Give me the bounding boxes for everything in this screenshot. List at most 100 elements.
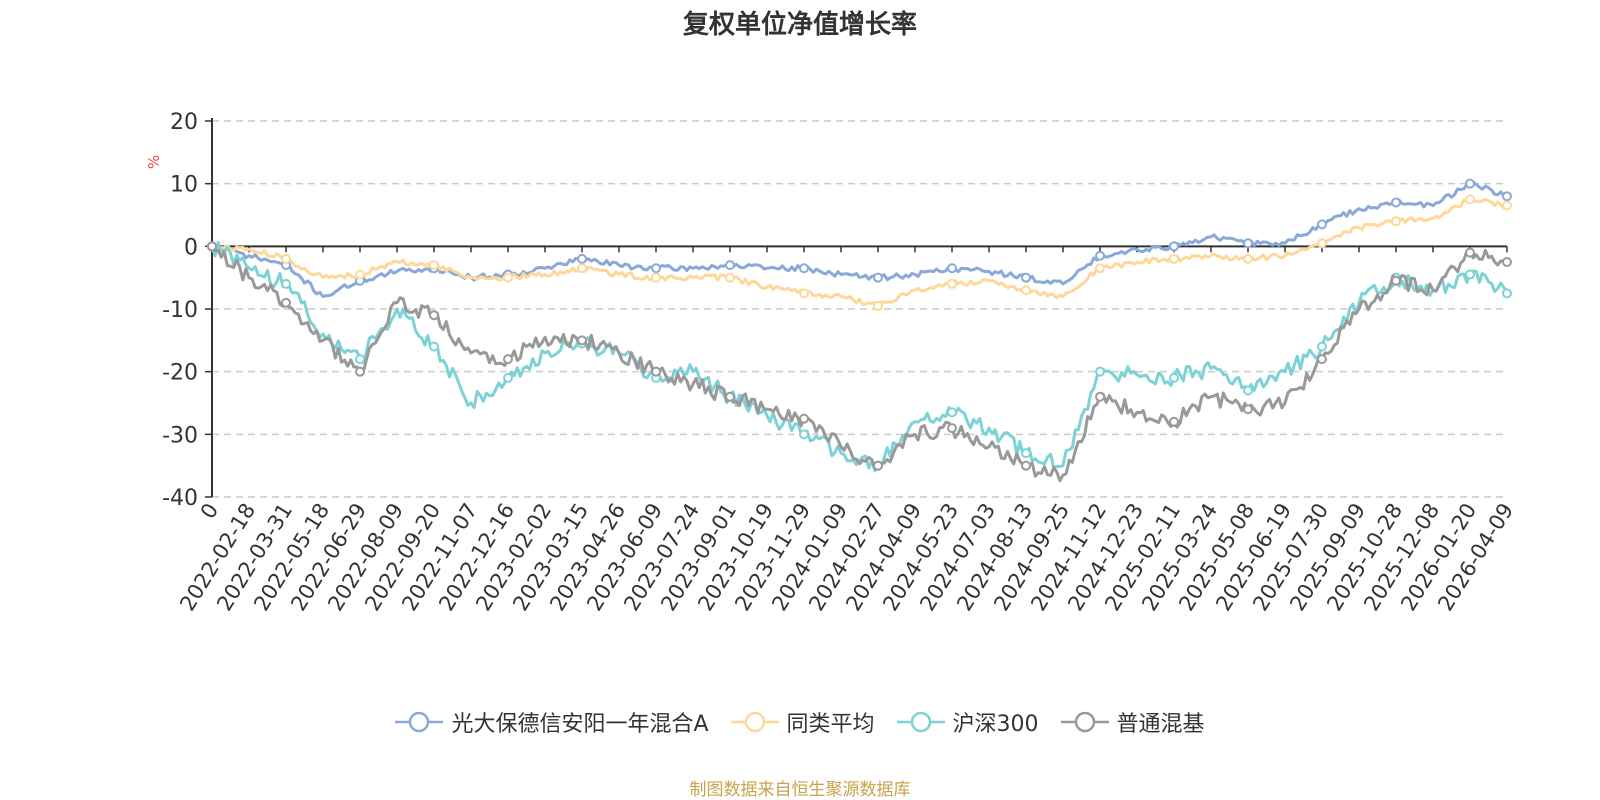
data-point[interactable] (577, 335, 587, 346)
data-point[interactable] (651, 263, 661, 274)
data-point[interactable] (1095, 391, 1105, 402)
line-chart: 20 10 0 -10 -20 -30 -40 02022-02-182022-03-312… (145, 110, 1518, 615)
data-point[interactable] (503, 272, 513, 283)
data-point[interactable] (1095, 263, 1105, 274)
y-tick-label: -20 (162, 361, 198, 386)
data-point[interactable] (799, 263, 809, 274)
y-tick-label: -10 (162, 298, 198, 323)
legend-marker-icon (395, 711, 444, 733)
data-point[interactable] (1095, 250, 1105, 261)
axes (205, 118, 1508, 498)
data-point[interactable] (1502, 200, 1512, 211)
data-point[interactable] (281, 297, 291, 308)
data-point[interactable] (1021, 285, 1031, 296)
data-point[interactable] (429, 341, 439, 352)
data-point[interactable] (1169, 372, 1179, 383)
data-point[interactable] (1502, 288, 1512, 299)
data-point[interactable] (1465, 194, 1475, 205)
legend-item[interactable]: 光大保德信安阳一年混合A (395, 706, 709, 738)
data-point[interactable] (1317, 341, 1327, 352)
series-0 (207, 178, 1512, 298)
data-point[interactable] (577, 263, 587, 274)
data-point[interactable] (799, 429, 809, 440)
data-point[interactable] (1465, 178, 1475, 189)
series-line (210, 245, 1508, 483)
x-tick-label: 0 (196, 499, 223, 523)
data-point[interactable] (947, 407, 957, 418)
y-axis-unit: % (145, 155, 163, 169)
data-point[interactable] (1243, 253, 1253, 264)
data-point[interactable] (281, 278, 291, 289)
data-point[interactable] (873, 272, 883, 283)
data-point[interactable] (1465, 269, 1475, 280)
source-note: 制图数据来自恒生聚源数据库 (689, 780, 911, 800)
series-1 (207, 194, 1512, 311)
data-point[interactable] (1243, 404, 1253, 415)
data-point[interactable] (1502, 257, 1512, 267)
data-point[interactable] (651, 366, 661, 377)
data-point[interactable] (1021, 448, 1031, 459)
legend-label: 光大保德信安阳一年混合A (451, 712, 709, 737)
x-tick-labels: 02022-02-182022-03-312022-05-182022-06-2… (175, 499, 1518, 615)
data-point[interactable] (1021, 272, 1031, 283)
data-point[interactable] (1317, 238, 1327, 249)
data-point[interactable] (725, 272, 735, 283)
series-line (210, 241, 1509, 473)
data-point[interactable] (1317, 354, 1327, 365)
data-point[interactable] (799, 288, 809, 299)
data-point[interactable] (1169, 416, 1179, 427)
data-point[interactable] (429, 260, 439, 271)
data-point[interactable] (429, 310, 439, 321)
data-point[interactable] (725, 260, 735, 271)
data-point[interactable] (1391, 216, 1401, 227)
data-point[interactable] (355, 354, 365, 365)
data-point[interactable] (355, 269, 365, 280)
data-point[interactable] (1169, 241, 1179, 252)
legend-marker-icon (896, 711, 945, 733)
data-point[interactable] (503, 372, 513, 383)
y-tick-label: -40 (162, 486, 198, 511)
legend: 光大保德信安阳一年混合A 同类平均 沪深300 普通混基 (0, 706, 1600, 738)
data-point[interactable] (873, 300, 883, 311)
data-point[interactable] (1243, 385, 1253, 396)
data-point[interactable] (873, 460, 883, 471)
data-point[interactable] (207, 241, 217, 252)
data-point[interactable] (1391, 197, 1401, 208)
data-point[interactable] (947, 423, 957, 434)
data-point[interactable] (1169, 253, 1179, 264)
data-point[interactable] (651, 272, 661, 283)
y-tick-label: 20 (170, 110, 198, 135)
data-point[interactable] (1317, 219, 1327, 230)
y-tick-label: -30 (162, 423, 198, 448)
legend-label: 沪深300 (952, 712, 1039, 737)
y-tick-labels: 20 10 0 -10 -20 -30 -40 (162, 110, 198, 511)
y-tick-label: 0 (184, 235, 198, 260)
data-point[interactable] (1095, 366, 1105, 377)
data-point[interactable] (1243, 238, 1253, 249)
y-tick-label: 10 (170, 173, 198, 198)
data-point[interactable] (1021, 460, 1031, 471)
data-point[interactable] (947, 263, 957, 274)
legend-item[interactable]: 普通混基 (1060, 706, 1205, 738)
data-point[interactable] (355, 366, 365, 377)
data-point[interactable] (947, 278, 957, 289)
data-point[interactable] (1391, 275, 1401, 286)
legend-label: 同类平均 (786, 712, 875, 737)
legend-label: 普通混基 (1116, 712, 1205, 737)
legend-marker-icon (730, 711, 779, 733)
legend-item[interactable]: 同类平均 (730, 706, 875, 738)
legend-marker-icon (1060, 711, 1109, 733)
legend-item[interactable]: 沪深300 (896, 706, 1039, 738)
data-point[interactable] (281, 253, 291, 264)
data-point[interactable] (1502, 191, 1512, 202)
data-point[interactable] (1465, 247, 1475, 258)
series-layer (207, 178, 1512, 483)
series-line (211, 197, 1508, 308)
series-3 (207, 241, 1512, 483)
data-point[interactable] (577, 253, 587, 264)
data-point[interactable] (725, 391, 735, 402)
data-point[interactable] (799, 413, 809, 424)
chart-title: 复权单位净值增长率 (682, 10, 917, 40)
series-line (211, 180, 1508, 298)
data-point[interactable] (503, 354, 513, 365)
